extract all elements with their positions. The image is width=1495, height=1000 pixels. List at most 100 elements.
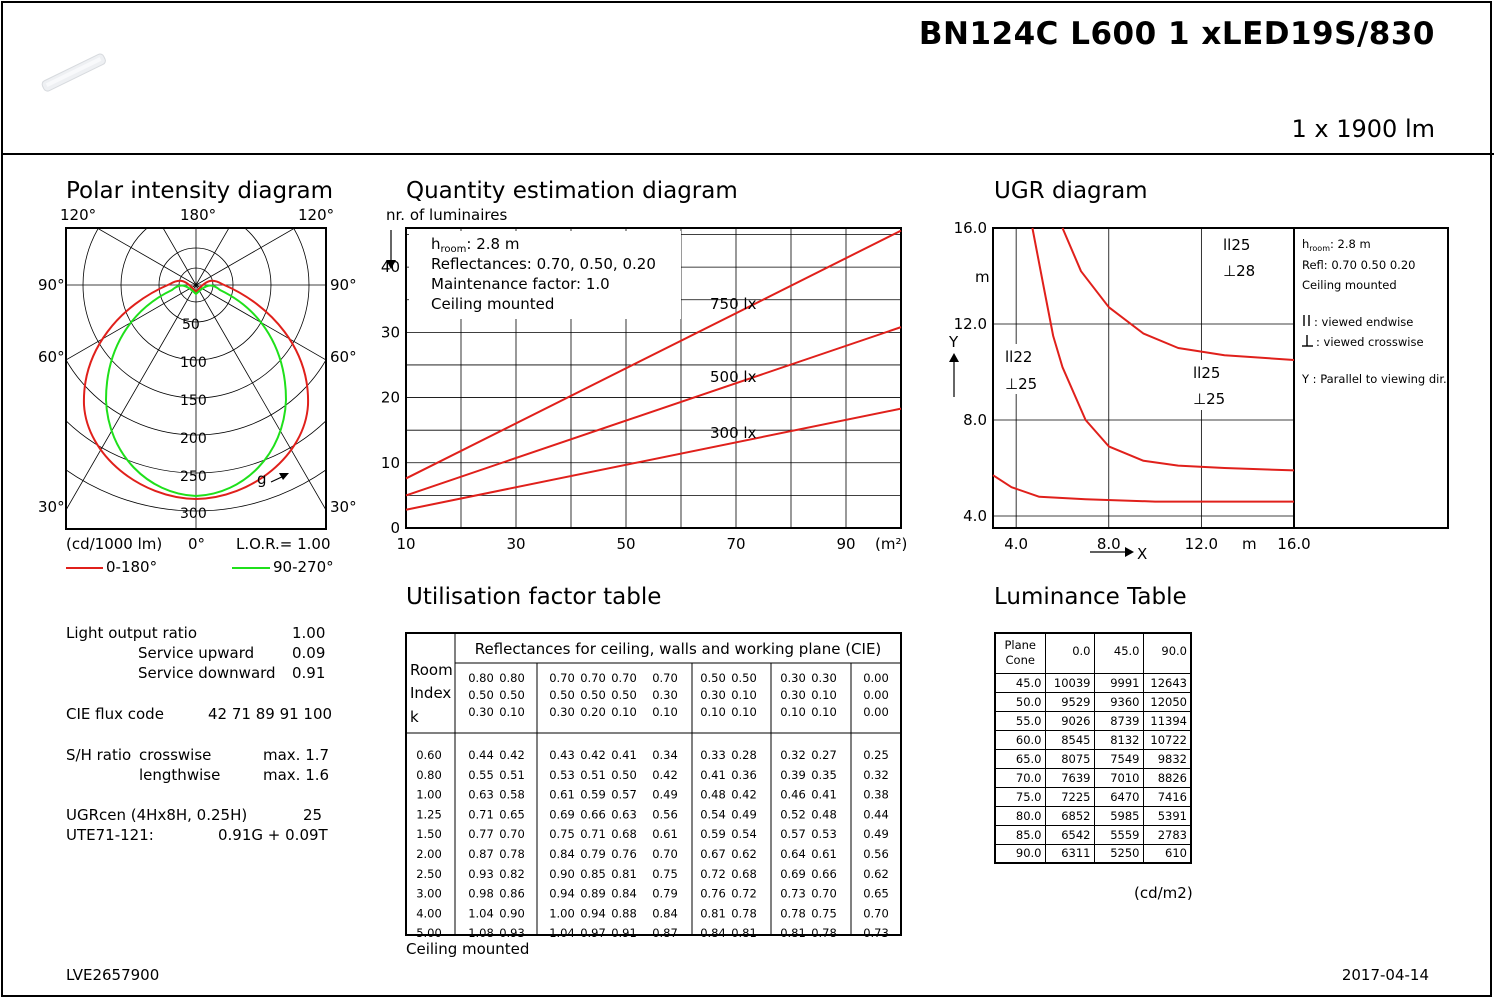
utilisation-cell: 0.66 xyxy=(811,867,837,881)
angle-right-60: 60° xyxy=(330,348,357,366)
luminance-table: Plane Cone 0.0 45.0 90.0 45.0 10039 9991 126… xyxy=(994,632,1192,864)
luminance-cell: 9026 xyxy=(1044,710,1095,731)
ring-label-300: 300 xyxy=(180,506,207,522)
luminance-corner: Plane Cone xyxy=(994,632,1046,674)
utilisation-cell: 0.78 xyxy=(811,926,837,938)
utilisation-cell: 0.76 xyxy=(700,887,726,901)
utilisation-cell: 0.72 xyxy=(731,887,757,901)
spec-sh-length-label: lengthwise xyxy=(139,766,221,784)
utilisation-cell: 0.97 xyxy=(580,926,606,938)
doc-date: 2017-04-14 xyxy=(1341,966,1429,984)
utilisation-cell: 0.52 xyxy=(780,807,806,821)
utilisation-cell: 0.41 xyxy=(811,788,837,802)
col-header-90: 90.0 xyxy=(1142,632,1192,674)
utilisation-cell: 0.54 xyxy=(700,807,726,821)
ugr-chart: 4.0 8.0 12.0 16.0 4.0 8.0 12.0 16.0 m Y m X ll… xyxy=(948,219,1449,563)
ugr-annot-2-crosswise: ⊥25 xyxy=(1005,375,1037,393)
utilisation-cell: 1.04 xyxy=(468,906,494,920)
angle-right-30: 30° xyxy=(330,498,357,516)
utilisation-cell: 0.50 xyxy=(611,768,637,782)
cone-angle: 85.0 xyxy=(994,824,1046,845)
utilisation-cell: 0.44 xyxy=(468,748,494,762)
ugr-annot-1-crosswise: ⊥28 xyxy=(1223,262,1255,280)
room-index-value: 1.25 xyxy=(416,807,442,821)
utilisation-cell: 0.70 xyxy=(499,827,525,841)
utilisation-cell: 0.42 xyxy=(731,788,757,802)
luminance-cell: 6852 xyxy=(1044,805,1095,826)
utilisation-cell: 0.51 xyxy=(499,768,525,782)
cone-angle: 65.0 xyxy=(994,748,1046,769)
utilisation-cell: 0.75 xyxy=(811,906,837,920)
spec-up-value: 0.09 xyxy=(292,644,326,662)
luminance-cell: 8545 xyxy=(1044,729,1095,750)
utilisation-cell: 0.68 xyxy=(611,827,637,841)
ugr-x-tick: 12.0 xyxy=(1185,535,1218,553)
utilisation-table: Reflectances for ceiling, walls and work… xyxy=(405,632,902,938)
utilisation-cell: 0.66 xyxy=(580,807,606,821)
utilisation-cell: 0.48 xyxy=(700,788,726,802)
room-index-label-3: k xyxy=(410,708,419,726)
y-tick-label: 40 xyxy=(381,258,400,276)
ugr-annot-2-endwise: ll22 xyxy=(1005,348,1032,366)
spec-ugr-label: UGRcen (4Hx8H, 0.25H) xyxy=(66,806,248,824)
info-h-sub: room xyxy=(441,244,467,255)
utilisation-cell: 0.93 xyxy=(499,926,525,938)
ugr-frame xyxy=(992,227,1449,529)
luminance-cell: 9832 xyxy=(1142,748,1192,769)
reflectance-ceiling: 0.50 xyxy=(700,671,726,685)
ugr-legend-parallel: Y : Parallel to viewing dir. xyxy=(1301,372,1447,386)
reflectance-ceiling: 0.30 xyxy=(780,671,806,685)
reflectance-ceiling: 0.00 xyxy=(863,671,889,685)
utilisation-header: Reflectances for ceiling, walls and work… xyxy=(475,640,882,658)
utilisation-cell: 0.48 xyxy=(811,807,837,821)
reflectance-plane: 0.10 xyxy=(811,705,837,719)
luminous-flux: 1 x 1900 lm xyxy=(1291,115,1435,143)
utilisation-cell: 0.62 xyxy=(863,867,889,881)
info-h-value: : 2.8 m xyxy=(466,235,519,253)
utilisation-cell: 0.63 xyxy=(468,788,494,802)
utilisation-cell: 0.68 xyxy=(731,867,757,881)
utilisation-cell: 0.90 xyxy=(549,867,575,881)
angle-bottom-0: 0° xyxy=(188,535,205,553)
luminance-unit: (cd/m2) xyxy=(1134,884,1193,902)
utilisation-cell: 0.81 xyxy=(780,926,806,938)
cone-angle: 70.0 xyxy=(994,767,1046,788)
legend-90-270: 90-270° xyxy=(273,558,334,576)
utilisation-cell: 0.78 xyxy=(731,906,757,920)
spec-lor-value: 1.00 xyxy=(292,624,326,642)
y-tick-label: 20 xyxy=(381,389,400,407)
luminance-cell: 10039 xyxy=(1044,672,1095,693)
ring-label-50: 50 xyxy=(182,317,200,333)
reflectance-ceiling: 0.70 xyxy=(549,671,575,685)
ugr-x-tick: 4.0 xyxy=(1004,535,1028,553)
ugr-curve-2 xyxy=(992,474,1294,503)
utilisation-cell: 0.98 xyxy=(468,887,494,901)
utilisation-cell: 0.88 xyxy=(611,906,637,920)
reflectance-ceiling: 0.30 xyxy=(811,671,837,685)
utilisation-cell: 0.82 xyxy=(499,867,525,881)
utilisation-cell: 0.61 xyxy=(652,827,678,841)
svg-text:hroom: 2.8 m: hroom: 2.8 m xyxy=(431,235,519,255)
utilisation-cell: 0.93 xyxy=(468,867,494,881)
cone-angle: 55.0 xyxy=(994,710,1046,731)
luminance-cell: 9360 xyxy=(1093,691,1144,712)
reflectance-ceiling: 0.70 xyxy=(580,671,606,685)
luminance-cell: 2783 xyxy=(1142,824,1192,845)
utilisation-cell: 0.62 xyxy=(731,847,757,861)
ring-label-150: 150 xyxy=(180,393,207,409)
reflectance-walls: 0.50 xyxy=(580,688,606,702)
utilisation-cell: 0.90 xyxy=(499,906,525,920)
spec-cie-label: CIE flux code xyxy=(66,705,164,723)
utilisation-cell: 0.84 xyxy=(700,926,726,938)
reflectance-plane: 0.10 xyxy=(499,705,525,719)
luminance-cell: 7225 xyxy=(1044,786,1095,807)
label-750lx: 750 lx xyxy=(710,295,757,313)
luminance-cell: 7549 xyxy=(1093,748,1144,769)
spec-sh-cross-value: max. 1.7 xyxy=(263,746,330,764)
gamma-arrow-icon xyxy=(279,473,289,480)
angle-left-90: 90° xyxy=(38,276,65,294)
curve-0-180 xyxy=(82,279,310,501)
utilisation-cell: 1.08 xyxy=(468,926,494,938)
ugr-x-axis-label: X xyxy=(1137,545,1147,563)
utilisation-cell: 0.42 xyxy=(499,748,525,762)
